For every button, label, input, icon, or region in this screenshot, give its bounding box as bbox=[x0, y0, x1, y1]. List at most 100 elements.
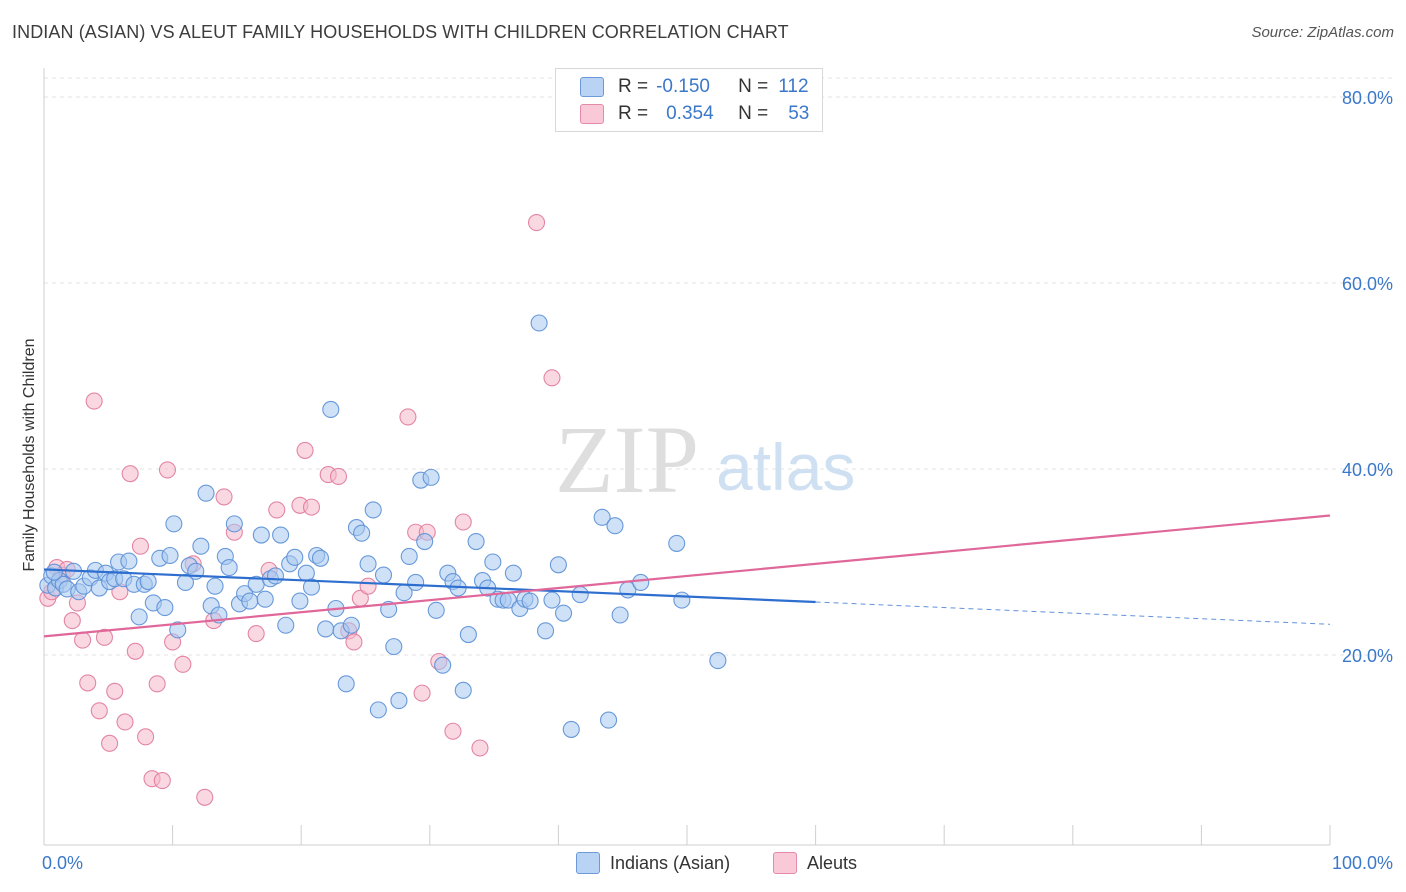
series-legend-aleuts: Aleuts bbox=[773, 852, 857, 874]
aleuts-point bbox=[153, 771, 171, 790]
indians-point bbox=[407, 573, 425, 592]
indians-point bbox=[165, 515, 183, 533]
series-aleuts-points bbox=[39, 214, 561, 806]
source-label: Source: ZipAtlas.com bbox=[1251, 24, 1394, 41]
indians-point bbox=[252, 526, 270, 544]
indians-point bbox=[416, 532, 434, 551]
indians-point bbox=[139, 572, 157, 591]
aleuts-point bbox=[196, 788, 214, 806]
aleuts-point bbox=[471, 739, 489, 757]
indians-point bbox=[197, 484, 215, 502]
y-tick-label: 80.0% bbox=[1342, 88, 1393, 108]
legend-swatch-indians bbox=[576, 852, 600, 874]
indians-point bbox=[291, 592, 309, 610]
aleuts-point bbox=[106, 682, 124, 700]
indians-point bbox=[611, 606, 629, 624]
aleuts-point bbox=[126, 642, 144, 660]
aleuts-point bbox=[158, 461, 177, 479]
aleuts-point bbox=[148, 675, 166, 693]
indians-point bbox=[427, 601, 445, 619]
aleuts-point bbox=[95, 628, 113, 646]
indians-point bbox=[302, 578, 321, 596]
aleuts-point bbox=[85, 392, 103, 410]
indians-point bbox=[434, 656, 452, 674]
trend-line-indians bbox=[43, 568, 816, 604]
indians-point bbox=[120, 552, 138, 570]
indians-point bbox=[593, 508, 611, 526]
chart-title: INDIAN (ASIAN) VS ALEUT FAMILY HOUSEHOLD… bbox=[12, 22, 789, 42]
indians-point bbox=[484, 553, 502, 571]
y-tick-label: 20.0% bbox=[1342, 646, 1393, 666]
indians-point bbox=[709, 652, 727, 670]
indians-point bbox=[459, 625, 477, 644]
indians-point bbox=[311, 549, 330, 567]
series-legend-indians: Indians (Asian) bbox=[576, 852, 730, 874]
indians-point bbox=[467, 532, 485, 551]
aleuts-point bbox=[543, 369, 561, 387]
aleuts-point bbox=[90, 702, 108, 720]
watermark-atlas: atlas bbox=[716, 430, 855, 504]
indians-point bbox=[562, 720, 580, 738]
indians-point bbox=[206, 577, 224, 595]
indians-point bbox=[272, 526, 290, 544]
indians-point bbox=[161, 546, 179, 565]
indians-point bbox=[342, 616, 360, 634]
indians-point bbox=[359, 555, 377, 573]
legend-row-aleuts: R = 0.354 N = 53 bbox=[580, 102, 809, 126]
legend-swatch-aleuts bbox=[773, 852, 797, 874]
x-tick-label: 0.0% bbox=[42, 853, 83, 873]
indians-point bbox=[400, 547, 418, 565]
aleuts-point bbox=[302, 498, 321, 516]
aleuts-point bbox=[454, 513, 472, 531]
aleuts-point bbox=[137, 728, 155, 746]
indians-point bbox=[192, 537, 210, 555]
aleuts-point bbox=[268, 501, 286, 519]
indians-point bbox=[225, 515, 243, 533]
indians-point bbox=[571, 585, 589, 604]
indians-point bbox=[156, 599, 174, 617]
grid-lines bbox=[44, 77, 1392, 656]
legend-r-value: 0.354 bbox=[666, 103, 714, 124]
legend-row-indians: R = -0.150 N = 112 bbox=[580, 75, 809, 99]
y-tick-label: 40.0% bbox=[1342, 460, 1393, 480]
indians-point bbox=[390, 692, 408, 710]
y-tick-label: 60.0% bbox=[1342, 274, 1393, 294]
indians-point bbox=[241, 592, 259, 610]
indians-point bbox=[45, 563, 63, 581]
series-legend-label: Indians (Asian) bbox=[610, 852, 731, 873]
aleuts-point bbox=[174, 655, 192, 673]
indians-point bbox=[169, 621, 187, 639]
watermark: ZIP atlas bbox=[555, 406, 855, 513]
aleuts-point bbox=[444, 722, 462, 740]
series-legend-label: Aleuts bbox=[807, 852, 858, 873]
indians-point bbox=[256, 590, 274, 608]
indians-point bbox=[385, 638, 403, 656]
aleuts-point bbox=[101, 734, 119, 752]
stats-legend: R = -0.150 N = 112 R = 0.354 N = 53 bbox=[555, 68, 823, 132]
legend-n-value: 53 bbox=[788, 103, 810, 124]
axes bbox=[43, 68, 1331, 846]
x-tick-label: 100.0% bbox=[1332, 853, 1393, 873]
aleuts-point bbox=[413, 684, 431, 702]
indians-point bbox=[317, 620, 335, 638]
indians-point bbox=[277, 616, 295, 634]
trend-line-aleuts bbox=[43, 514, 1331, 638]
indians-point bbox=[374, 566, 393, 584]
indians-point bbox=[369, 701, 387, 719]
indians-point bbox=[130, 608, 148, 626]
x-tick-labels: 0.0% 100.0% bbox=[42, 853, 1393, 873]
aleuts-point bbox=[527, 214, 546, 232]
indians-point bbox=[549, 556, 567, 574]
trend-lines bbox=[43, 514, 1331, 638]
legend-swatch-aleuts bbox=[580, 104, 604, 124]
aleuts-point bbox=[74, 631, 92, 649]
indians-point bbox=[422, 468, 440, 486]
aleuts-point bbox=[79, 674, 97, 692]
aleuts-point bbox=[399, 408, 417, 426]
series-legend: Indians (Asian) Aleuts bbox=[0, 852, 1406, 878]
indians-point bbox=[220, 559, 238, 577]
aleuts-point bbox=[215, 488, 233, 506]
y-tick-labels: 20.0% 40.0% 60.0% 80.0% bbox=[1342, 88, 1393, 666]
indians-point bbox=[543, 591, 561, 609]
